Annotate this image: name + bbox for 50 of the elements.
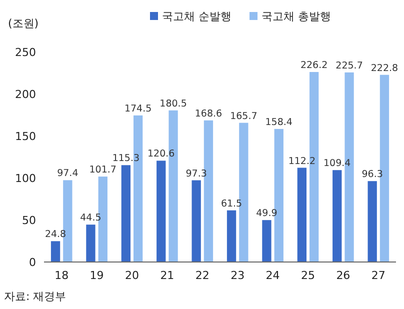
x-tick-label: 25 — [301, 269, 315, 282]
data-label: 120.6 — [148, 148, 175, 160]
bar — [156, 160, 166, 262]
y-tick-label: 150 — [15, 130, 36, 143]
data-label: 49.9 — [256, 208, 278, 220]
bar — [368, 181, 377, 262]
bar — [121, 165, 130, 262]
bar — [297, 168, 306, 262]
x-tick-label: 22 — [195, 269, 210, 282]
y-tick-label: 200 — [15, 88, 36, 101]
text: 자료: 재경부 — [4, 290, 66, 303]
data-label: 225.7 — [336, 60, 363, 72]
data-label: 109.4 — [324, 158, 351, 170]
x-tick-label: 27 — [371, 269, 386, 282]
x-tick-label: 21 — [160, 269, 174, 282]
data-label: 158.4 — [265, 116, 292, 128]
data-label: 97.3 — [186, 168, 207, 180]
data-label: 226.2 — [300, 60, 328, 71]
x-tick-label: 19 — [90, 269, 104, 282]
data-label: 44.5 — [80, 212, 102, 224]
y-tick-label: 100 — [15, 172, 36, 185]
bar — [86, 224, 96, 262]
bar — [262, 220, 272, 262]
y-tick-label: 0 — [29, 256, 36, 269]
bar — [50, 241, 60, 262]
data-label: 101.7 — [89, 164, 116, 176]
bar — [226, 210, 236, 262]
data-label: 97.4 — [57, 168, 78, 180]
y-axis-title: (조원) — [8, 17, 39, 30]
x-tick-label: 18 — [54, 269, 69, 282]
x-tick-label: 20 — [125, 269, 139, 282]
data-label: 222.8 — [370, 62, 398, 74]
data-label: 96.3 — [362, 169, 383, 180]
data-label: 61.5 — [220, 198, 242, 210]
data-label: 180.5 — [160, 98, 187, 110]
x-tick-label: 26 — [336, 269, 350, 282]
y-tick-label: 50 — [22, 214, 36, 227]
data-label: 115.3 — [112, 153, 140, 164]
data-label: 112.2 — [288, 156, 316, 167]
y-tick-label: 250 — [15, 46, 36, 59]
legend-label: 국고채 순발행 — [162, 10, 232, 23]
legend-label: 국고채 총발행 — [262, 10, 331, 23]
bar — [192, 180, 201, 262]
x-tick-label: 24 — [266, 269, 280, 282]
bar — [332, 170, 342, 262]
x-tick-label: 23 — [230, 269, 245, 282]
data-label: 24.8 — [44, 229, 66, 240]
data-label: 174.5 — [124, 103, 152, 114]
data-label: 168.6 — [194, 108, 222, 120]
data-label: 165.7 — [230, 110, 258, 122]
